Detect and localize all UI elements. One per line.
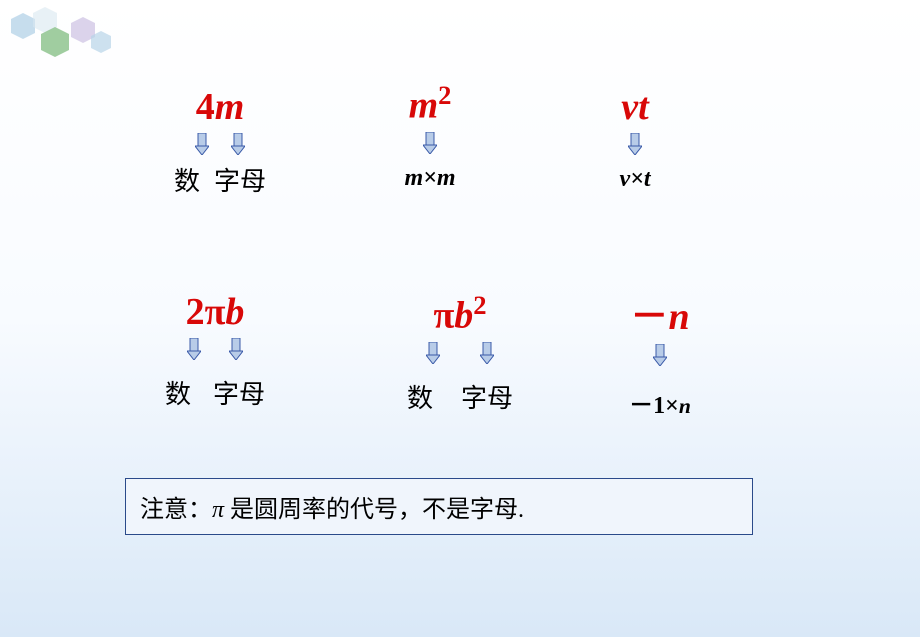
down-arrow-icon bbox=[423, 132, 437, 154]
label-letter: 字母 bbox=[461, 378, 513, 415]
note-text: 注意：π 是圆周率的代号，不是字母. bbox=[140, 497, 524, 523]
label-letter: 字母 bbox=[214, 161, 266, 198]
label-number: 数 bbox=[165, 374, 191, 411]
expr-2pib: 2πb bbox=[145, 290, 285, 334]
expr-vt: vt bbox=[590, 85, 680, 129]
expr-4m: 4m bbox=[160, 85, 280, 129]
expr-group-pib2: πb2 数 字母 bbox=[385, 290, 535, 415]
down-arrow-icon bbox=[231, 133, 245, 155]
expr-vxt: v×t bbox=[590, 166, 680, 193]
expr-group-negn: －n －1×n bbox=[600, 285, 720, 420]
expr-group-2pib: 2πb 数 字母 bbox=[145, 290, 285, 411]
expr-pib2: πb2 bbox=[385, 290, 535, 338]
down-arrow-icon bbox=[480, 342, 494, 364]
down-arrow-icon bbox=[426, 342, 440, 364]
expr-mxm: m×m bbox=[380, 165, 480, 192]
expr-group-m2: m2 m×m bbox=[380, 80, 480, 192]
note-box: 注意：π 是圆周率的代号，不是字母. bbox=[125, 478, 753, 535]
expr-m2: m2 bbox=[380, 80, 480, 128]
corner-decoration bbox=[5, 5, 135, 65]
expr-group-vt: vt v×t bbox=[590, 85, 680, 193]
down-arrow-icon bbox=[195, 133, 209, 155]
label-number: 数 bbox=[407, 378, 433, 415]
label-number: 数 bbox=[174, 161, 200, 198]
hex-cluster-icon bbox=[5, 5, 135, 65]
down-arrow-icon bbox=[653, 344, 667, 366]
expr-negn: －n bbox=[600, 285, 720, 340]
down-arrow-icon bbox=[187, 338, 201, 360]
label-letter: 字母 bbox=[213, 374, 265, 411]
down-arrow-icon bbox=[229, 338, 243, 360]
expr-neg1xn: －1×n bbox=[600, 385, 720, 420]
expr-group-4m: 4m 数 字母 bbox=[160, 85, 280, 198]
down-arrow-icon bbox=[628, 133, 642, 155]
